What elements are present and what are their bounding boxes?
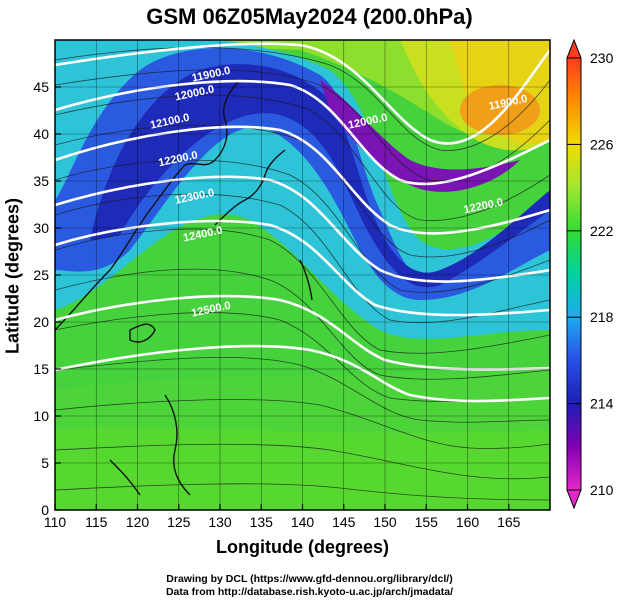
grid-lines — [55, 40, 550, 510]
colorbar-tick-label: 226 — [590, 136, 614, 152]
x-tick-label: 165 — [497, 514, 521, 530]
y-axis-ticks: 0 5 10 15 20 25 30 35 40 45 — [33, 79, 61, 518]
y-tick-label: 25 — [33, 267, 49, 283]
chart-title: GSM 06Z05May2024 (200.0hPa) — [146, 4, 473, 29]
x-axis-ticks: 110 115 120 125 130 135 140 145 150 155 160 165 — [44, 504, 521, 530]
colorbar-min-arrow — [566, 489, 582, 510]
colorbar-tick-label: 210 — [590, 482, 614, 498]
x-tick-label: 155 — [415, 514, 439, 530]
colorbar-tick-label: 214 — [590, 396, 614, 412]
map-plot: 11900.012000.012100.012200.012300.012400… — [33, 38, 614, 530]
y-tick-label: 5 — [41, 455, 49, 471]
coastlines — [55, 79, 313, 496]
colorbar-tick-label: 218 — [590, 309, 614, 325]
credit-line-dcl: Drawing by DCL (https://www.gfd-dennou.o… — [166, 573, 453, 585]
y-axis-title: Latitude (degrees) — [2, 197, 23, 355]
colorbar-tick-label: 230 — [590, 50, 614, 66]
x-tick-label: 125 — [167, 514, 191, 530]
y-tick-label: 0 — [41, 502, 49, 518]
x-tick-label: 110 — [44, 514, 67, 530]
credit-line-data: Data from http://database.rish.kyoto-u.a… — [165, 586, 454, 598]
colorbar-max-arrow — [566, 38, 582, 59]
x-tick-label: 115 — [85, 514, 108, 530]
y-tick-label: 40 — [33, 126, 49, 142]
y-tick-label: 45 — [33, 79, 49, 95]
x-tick-label: 120 — [126, 514, 150, 530]
y-tick-label: 30 — [33, 220, 49, 236]
x-tick-label: 150 — [373, 514, 397, 530]
y-tick-label: 10 — [33, 408, 49, 424]
colorbar-tick-label: 222 — [590, 223, 614, 239]
y-tick-label: 20 — [33, 314, 49, 330]
x-tick-label: 130 — [208, 514, 232, 530]
x-tick-label: 135 — [250, 514, 274, 530]
colorbar: 230 226 222 218 214 210 — [566, 38, 614, 510]
x-tick-label: 160 — [456, 514, 480, 530]
y-tick-label: 35 — [33, 173, 49, 189]
credits: Drawing by DCL (https://www.gfd-dennou.o… — [0, 573, 619, 599]
y-tick-label: 15 — [33, 361, 49, 377]
x-tick-label: 140 — [291, 514, 315, 530]
x-tick-label: 145 — [332, 514, 356, 530]
x-axis-title: Longitude (degrees) — [215, 537, 389, 557]
